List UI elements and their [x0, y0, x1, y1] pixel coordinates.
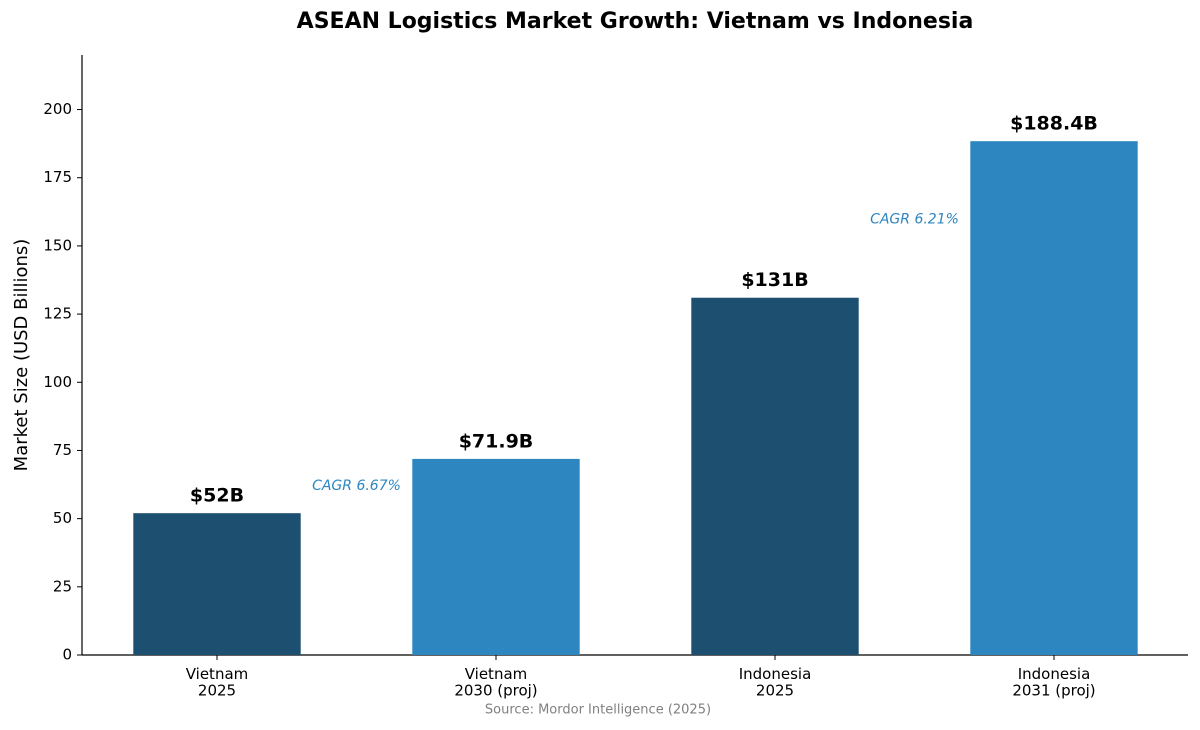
y-tick-label: 125	[43, 305, 72, 323]
y-tick-label: 75	[53, 441, 72, 459]
bar	[412, 458, 580, 655]
y-tick-label: 175	[43, 168, 72, 186]
x-tick-label: Vietnam 2030 (proj)	[454, 665, 537, 700]
cagr-annotation: CAGR 6.67%	[312, 478, 401, 494]
source-note: Source: Mordor Intelligence (2025)	[485, 703, 711, 718]
x-tick-label: Indonesia 2031 (proj)	[1012, 665, 1095, 700]
x-tick-label: Vietnam 2025	[186, 665, 249, 700]
y-tick-label: 200	[43, 100, 72, 118]
bar	[970, 141, 1138, 655]
value-label: $71.9B	[459, 430, 534, 452]
y-axis-label: Market Size (USD Billions)	[11, 239, 32, 472]
bar	[133, 513, 301, 655]
y-tick-label: 25	[53, 577, 72, 595]
value-label: $188.4B	[1010, 113, 1098, 135]
value-label: $52B	[190, 485, 244, 507]
y-tick-label: 100	[43, 373, 72, 391]
chart-title: ASEAN Logistics Market Growth: Vietnam v…	[297, 9, 974, 34]
x-tick-label: Indonesia 2025	[739, 665, 812, 700]
y-tick-label: 150	[43, 236, 72, 254]
bar	[691, 297, 859, 655]
cagr-annotation: CAGR 6.21%	[870, 211, 959, 227]
value-label: $131B	[741, 269, 808, 291]
y-tick-label: 0	[62, 646, 72, 664]
y-tick-label: 50	[53, 509, 72, 527]
